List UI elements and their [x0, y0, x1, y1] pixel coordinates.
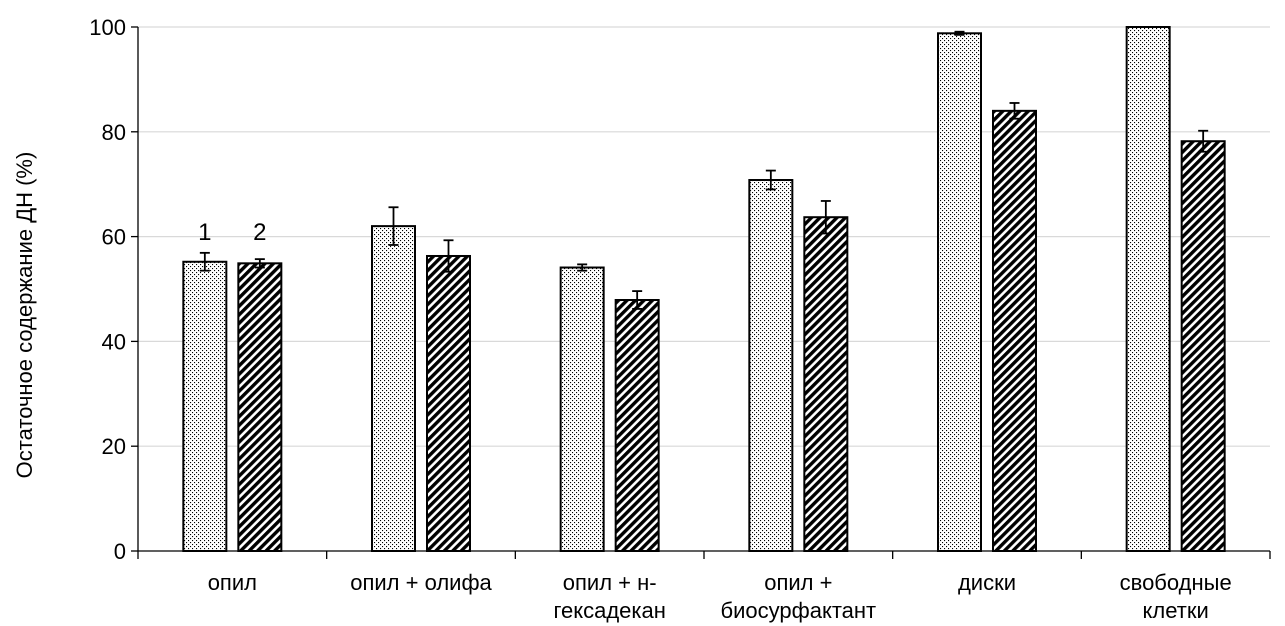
labels: 0 20 40 60 80 100 1 2 опил опил + олифа опил + н-г… [89, 15, 1231, 623]
bar-series-1 [748, 179, 794, 552]
category-label: гексадекан [553, 598, 665, 623]
series-number-label: 1 [198, 219, 211, 246]
bar-series-1 [937, 32, 982, 552]
y-axis-title: Остаточное содержание ДН (%) [12, 152, 37, 479]
bar-series-1 [371, 225, 416, 552]
bar-series-1 [559, 266, 605, 552]
y-tick-label: 40 [102, 329, 126, 354]
y-tick-label: 100 [89, 15, 126, 40]
category-label: клетки [1143, 598, 1209, 623]
bar-series-2 [237, 262, 283, 552]
y-tick-label: 60 [102, 225, 126, 250]
series-number-label: 2 [253, 219, 266, 246]
y-tick-label: 20 [102, 434, 126, 459]
bar-series-2 [803, 216, 849, 552]
category-label: опил [208, 570, 257, 595]
bar-series-2 [426, 254, 471, 552]
axes [131, 26, 1271, 559]
bar-series-2 [992, 109, 1037, 552]
category-label: опил + н- [563, 570, 657, 595]
gridlines [138, 26, 1270, 447]
category-label: диски [958, 570, 1016, 595]
bar-series-2 [1180, 140, 1226, 552]
bar-series-1 [1125, 26, 1171, 552]
bar-series-1 [182, 260, 228, 552]
category-label: биосурфактант [721, 598, 877, 623]
category-label: опил + [764, 570, 832, 595]
y-tick-label: 0 [114, 539, 126, 564]
bars [182, 26, 1226, 552]
category-label: свободные [1120, 570, 1232, 595]
category-label: опил + олифа [350, 570, 492, 595]
bar-series-2 [614, 299, 660, 552]
y-tick-label: 80 [102, 120, 126, 145]
